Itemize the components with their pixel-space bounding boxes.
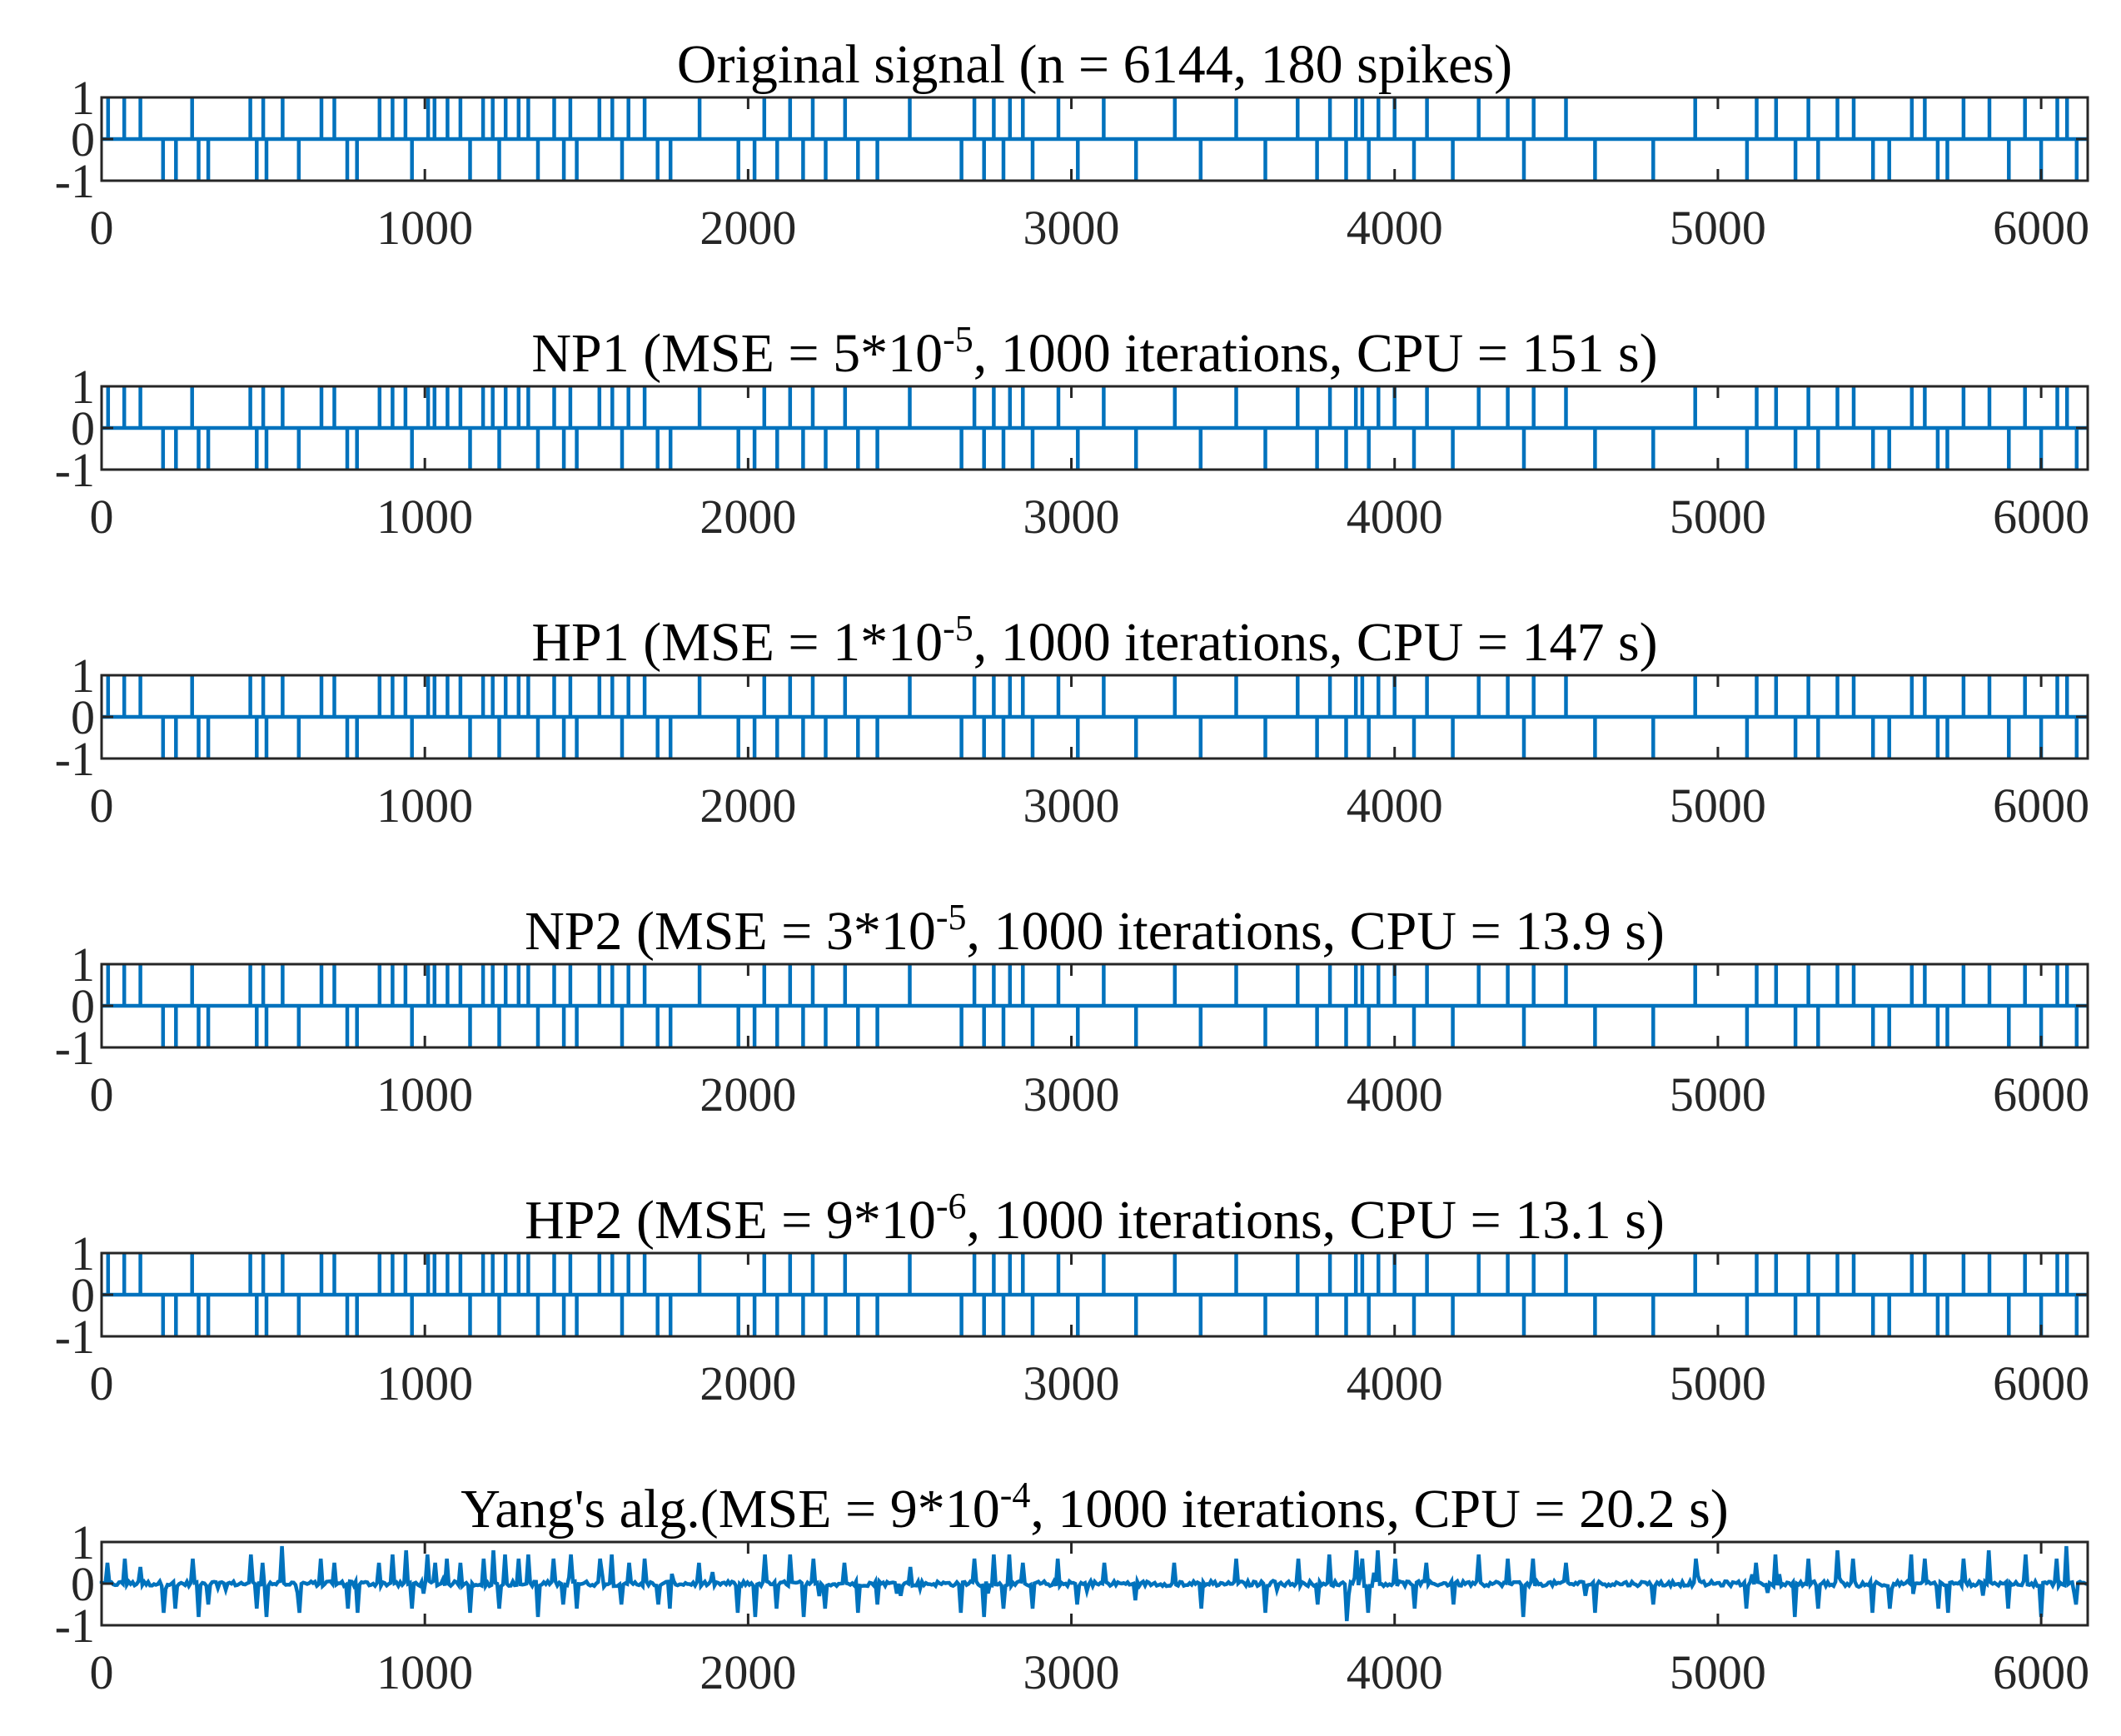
x-tick-label: 6000	[1993, 1356, 2089, 1410]
y-tick-label: -1	[55, 1310, 95, 1364]
y-tick-label: 1	[71, 360, 95, 414]
signal-trace	[102, 675, 2088, 759]
x-tick-label: 1000	[376, 201, 473, 255]
x-tick-label: 0	[90, 490, 114, 544]
subplot-title: HP1 (MSE = 1*10-5, 1000 iterations, CPU …	[531, 608, 1657, 674]
y-tick-label: -1	[55, 443, 95, 497]
x-tick-label: 6000	[1993, 1067, 2089, 1122]
x-tick-label: 2000	[700, 490, 796, 544]
x-tick-label: 1000	[376, 1067, 473, 1122]
y-tick-label: 1	[71, 938, 95, 992]
x-tick-label: 0	[90, 778, 114, 833]
signal-trace	[102, 97, 2088, 181]
x-tick-label: 1000	[376, 490, 473, 544]
x-tick-label: 5000	[1670, 1645, 1766, 1699]
y-tick-label: 1	[71, 71, 95, 125]
subplot-title: Original signal (n = 6144, 180 spikes)	[677, 34, 1512, 95]
subplot-title: HP2 (MSE = 9*10-6, 1000 iterations, CPU …	[525, 1186, 1665, 1251]
y-tick-label: 0	[71, 112, 95, 167]
x-tick-label: 4000	[1347, 201, 1443, 255]
x-tick-label: 5000	[1670, 201, 1766, 255]
x-tick-label: 3000	[1023, 490, 1120, 544]
x-tick-label: 4000	[1347, 778, 1443, 833]
x-tick-label: 5000	[1670, 1067, 1766, 1122]
y-tick-label: 0	[71, 401, 95, 455]
subplot-5: HP2 (MSE = 9*10-6, 1000 iterations, CPU …	[55, 1186, 2089, 1411]
y-tick-label: 1	[71, 649, 95, 703]
x-tick-label: 2000	[700, 1067, 796, 1122]
x-tick-label: 1000	[376, 1645, 473, 1699]
x-tick-label: 5000	[1670, 1356, 1766, 1410]
x-tick-label: 0	[90, 1356, 114, 1410]
x-tick-label: 4000	[1347, 490, 1443, 544]
x-tick-label: 2000	[700, 1645, 796, 1699]
x-tick-label: 4000	[1347, 1356, 1443, 1410]
subplot-title: NP1 (MSE = 5*10-5, 1000 iterations, CPU …	[531, 319, 1657, 385]
x-tick-label: 3000	[1023, 778, 1120, 833]
y-tick-label: -1	[55, 732, 95, 786]
x-tick-label: 6000	[1993, 778, 2089, 833]
x-tick-label: 3000	[1023, 1645, 1120, 1699]
subplot-1: Original signal (n = 6144, 180 spikes)0 1…	[55, 34, 2089, 255]
y-tick-label: -1	[55, 154, 95, 208]
x-tick-label: 4000	[1347, 1067, 1443, 1122]
x-tick-label: 6000	[1993, 201, 2089, 255]
signal-trace	[102, 386, 2088, 470]
x-tick-label: 2000	[700, 778, 796, 833]
subplot-3: HP1 (MSE = 1*10-5, 1000 iterations, CPU …	[55, 608, 2089, 833]
x-tick-label: 6000	[1993, 490, 2089, 544]
x-tick-label: 5000	[1670, 490, 1766, 544]
x-tick-label: 3000	[1023, 201, 1120, 255]
subplot-title: Yang's alg.(MSE = 9*10-4, 1000 iteration…	[461, 1475, 1729, 1540]
y-tick-label: 1	[71, 1515, 95, 1569]
y-tick-label: 0	[71, 979, 95, 1033]
subplot-4: NP2 (MSE = 3*10-5, 1000 iterations, CPU …	[55, 897, 2089, 1122]
y-tick-label: 0	[71, 1557, 95, 1611]
y-tick-label: -1	[55, 1021, 95, 1075]
x-tick-label: 0	[90, 1067, 114, 1122]
y-tick-label: 1	[71, 1226, 95, 1281]
x-tick-label: 3000	[1023, 1356, 1120, 1410]
x-tick-label: 1000	[376, 1356, 473, 1410]
x-tick-label: 4000	[1347, 1645, 1443, 1699]
x-tick-label: 3000	[1023, 1067, 1120, 1122]
y-tick-label: 0	[71, 1268, 95, 1322]
subplot-6: Yang's alg.(MSE = 9*10-4, 1000 iteration…	[55, 1475, 2089, 1700]
signal-trace	[99, 1545, 2089, 1622]
signal-trace	[102, 964, 2088, 1047]
x-tick-label: 6000	[1993, 1645, 2089, 1699]
y-tick-label: -1	[55, 1599, 95, 1653]
subplot-2: NP1 (MSE = 5*10-5, 1000 iterations, CPU …	[55, 319, 2089, 545]
subplot-title: NP2 (MSE = 3*10-5, 1000 iterations, CPU …	[525, 897, 1665, 963]
x-tick-label: 1000	[376, 778, 473, 833]
x-tick-label: 5000	[1670, 778, 1766, 833]
x-tick-label: 2000	[700, 201, 796, 255]
y-tick-label: 0	[71, 690, 95, 744]
x-tick-label: 0	[90, 1645, 114, 1699]
signal-trace	[102, 1253, 2088, 1336]
x-tick-label: 2000	[700, 1356, 796, 1410]
x-tick-label: 0	[90, 201, 114, 255]
